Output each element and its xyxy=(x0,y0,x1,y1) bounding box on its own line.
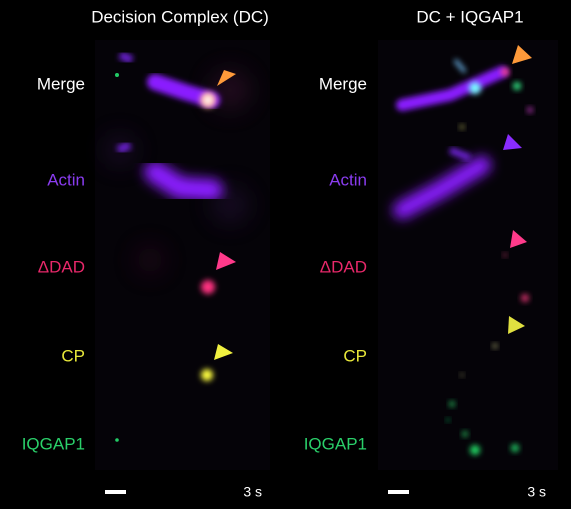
row-label: ΔDAD xyxy=(38,257,85,276)
row-labels-right: Merge Actin ΔDAD CP IQGAP1 xyxy=(304,74,367,453)
column-title: DC + IQGAP1 xyxy=(416,7,523,26)
column-title: Decision Complex (DC) xyxy=(91,7,269,26)
right-images xyxy=(393,45,533,455)
row-label: Merge xyxy=(319,74,367,93)
scale-bar xyxy=(105,490,126,494)
scale-bar xyxy=(388,490,409,494)
row-label: ΔDAD xyxy=(320,257,367,276)
row-label: CP xyxy=(61,346,85,365)
row-labels-left: Merge Actin ΔDAD CP IQGAP1 xyxy=(22,74,85,453)
row-label: Merge xyxy=(37,74,85,93)
left-images xyxy=(105,51,250,442)
row-label: Actin xyxy=(47,170,85,189)
time-label: 3 s xyxy=(527,484,546,500)
panel-left xyxy=(95,40,270,470)
row-label: CP xyxy=(343,346,367,365)
row-label: Actin xyxy=(329,170,367,189)
time-label: 3 s xyxy=(243,484,262,500)
row-label: IQGAP1 xyxy=(304,434,367,453)
row-label: IQGAP1 xyxy=(22,434,85,453)
